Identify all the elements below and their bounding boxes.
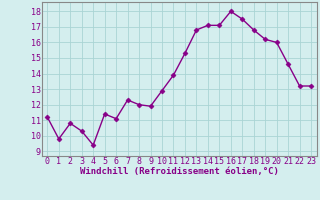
X-axis label: Windchill (Refroidissement éolien,°C): Windchill (Refroidissement éolien,°C) (80, 167, 279, 176)
